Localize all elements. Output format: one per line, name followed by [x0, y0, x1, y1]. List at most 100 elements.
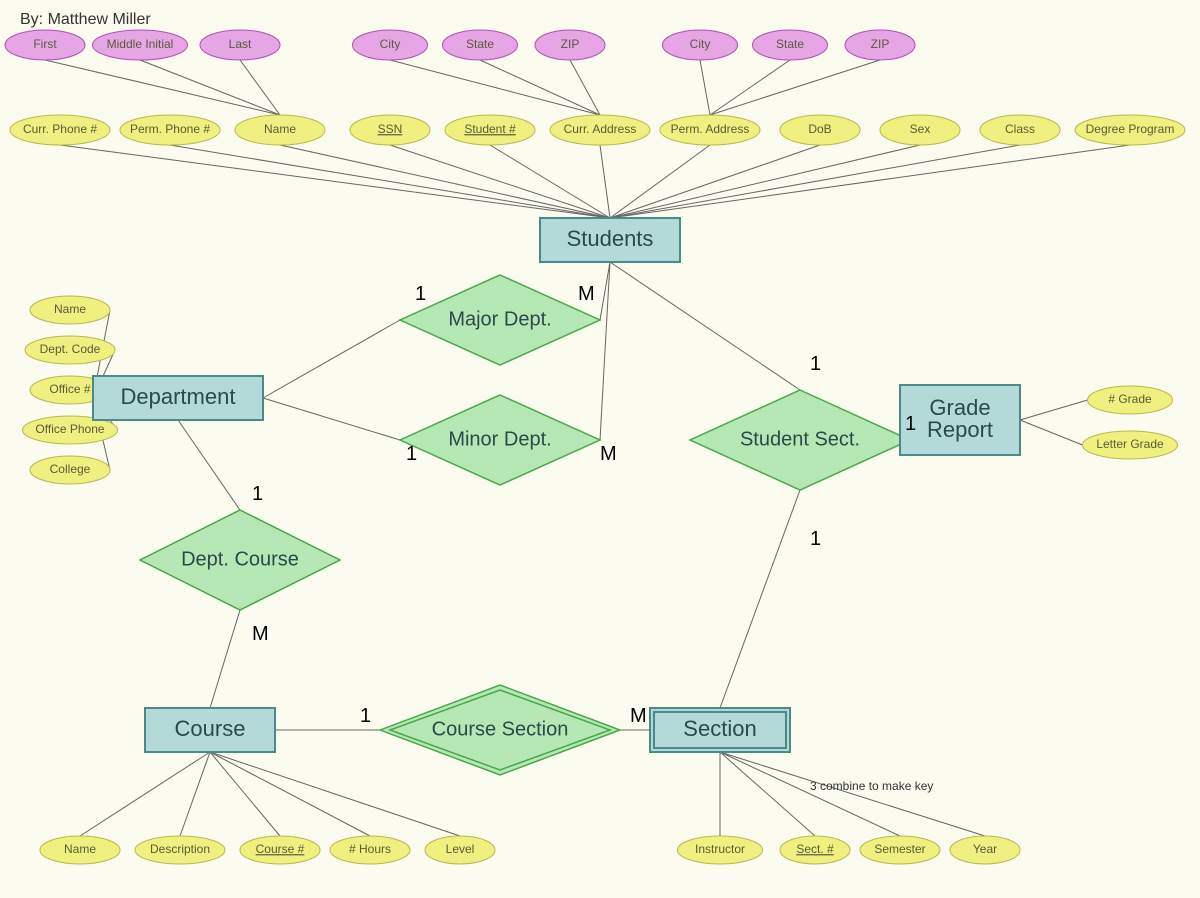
svg-text:ZIP: ZIP: [561, 37, 580, 51]
svg-text:Semester: Semester: [874, 842, 925, 856]
svg-text:State: State: [776, 37, 804, 51]
subattr-p_city: City: [663, 30, 738, 60]
rel-deptcourse: Dept. Course: [140, 510, 340, 610]
attr-d_code: Dept. Code: [25, 336, 115, 364]
svg-text:Student #: Student #: [464, 122, 516, 136]
attr-c_desc: Description: [135, 836, 225, 864]
attr-degree: Degree Program: [1075, 115, 1185, 145]
attr-c_level: Level: [425, 836, 495, 864]
svg-text:Dept. Course: Dept. Course: [181, 548, 299, 570]
attr-class: Class: [980, 115, 1060, 145]
svg-text:Middle Initial: Middle Initial: [107, 37, 174, 51]
attr-sex: Sex: [880, 115, 960, 145]
attr-c_num: Course #: [240, 836, 320, 864]
attr-dob: DoB: [780, 115, 860, 145]
cardinality-3: M: [600, 443, 617, 465]
svg-text:Section: Section: [683, 716, 756, 741]
svg-text:Description: Description: [150, 842, 210, 856]
attr-perm_addr: Perm. Address: [660, 115, 760, 145]
svg-text:Name: Name: [54, 302, 86, 316]
svg-text:Office #: Office #: [49, 382, 90, 396]
cardinality-8: M: [252, 623, 269, 645]
svg-text:College: College: [50, 462, 91, 476]
subattr-c_state: State: [443, 30, 518, 60]
attr-ssn: SSN: [350, 115, 430, 145]
svg-text:Letter Grade: Letter Grade: [1096, 437, 1164, 451]
rel-minor: Minor Dept.: [400, 395, 600, 485]
svg-text:Name: Name: [264, 122, 296, 136]
cardinality-10: M: [630, 705, 647, 727]
svg-text:Major Dept.: Major Dept.: [448, 308, 551, 330]
cardinality-2: 1: [406, 443, 417, 465]
rel-coursesect: Course Section: [380, 685, 620, 775]
svg-text:Office Phone: Office Phone: [35, 422, 104, 436]
attr-c_hours: # Hours: [330, 836, 410, 864]
subattr-mi: Middle Initial: [93, 30, 188, 60]
svg-text:SSN: SSN: [378, 122, 403, 136]
svg-text:Perm. Phone #: Perm. Phone #: [130, 122, 210, 136]
cardinality-5: 1: [905, 413, 916, 435]
subattr-c_zip: ZIP: [535, 30, 605, 60]
svg-text:First: First: [33, 37, 57, 51]
attr-s_instr: Instructor: [678, 836, 763, 864]
entity-department: Department: [93, 376, 263, 420]
svg-text:Instructor: Instructor: [695, 842, 745, 856]
cardinality-1: M: [578, 283, 595, 305]
attr-s_year: Year: [950, 836, 1020, 864]
svg-text:Course Section: Course Section: [432, 718, 569, 740]
cardinality-4: 1: [810, 353, 821, 375]
shapes-layer: By: Matthew Miller First Middle Initial Las…: [5, 11, 1185, 864]
svg-text:ZIP: ZIP: [871, 37, 890, 51]
svg-text:Name: Name: [64, 842, 96, 856]
cardinality-9: 1: [360, 705, 371, 727]
rel-major: Major Dept.: [400, 275, 600, 365]
attr-curr_addr: Curr. Address: [550, 115, 650, 145]
svg-text:Degree Program: Degree Program: [1086, 122, 1175, 136]
svg-text:Student Sect.: Student Sect.: [740, 428, 860, 450]
entity-grade: GradeReport: [900, 385, 1020, 455]
svg-text:# Hours: # Hours: [349, 842, 391, 856]
svg-text:Perm. Address: Perm. Address: [671, 122, 750, 136]
entity-course: Course: [145, 708, 275, 752]
cardinality-0: 1: [415, 283, 426, 305]
attr-g_letter: Letter Grade: [1083, 431, 1178, 459]
attr-s_sect: Sect. #: [780, 836, 850, 864]
svg-text:Sect. #: Sect. #: [796, 842, 834, 856]
section-key-note: 3 combine to make key: [810, 779, 933, 793]
svg-text:City: City: [380, 37, 401, 51]
attr-d_college: College: [30, 456, 110, 484]
cardinality-6: 1: [810, 528, 821, 550]
subattr-first: First: [5, 30, 85, 60]
svg-text:Year: Year: [973, 842, 997, 856]
svg-text:# Grade: # Grade: [1108, 392, 1152, 406]
entity-section: Section: [650, 708, 790, 752]
svg-text:Level: Level: [446, 842, 475, 856]
attr-d_name: Name: [30, 296, 110, 324]
cardinality-7: 1: [252, 483, 263, 505]
svg-text:DoB: DoB: [808, 122, 831, 136]
attr-name: Name: [235, 115, 325, 145]
svg-text:City: City: [690, 37, 711, 51]
attr-s_sem: Semester: [860, 836, 940, 864]
attr-g_num: # Grade: [1088, 386, 1173, 414]
svg-text:Class: Class: [1005, 122, 1035, 136]
attr-c_name: Name: [40, 836, 120, 864]
svg-text:Department: Department: [121, 384, 236, 409]
svg-text:State: State: [466, 37, 494, 51]
subattr-c_city: City: [353, 30, 428, 60]
subattr-p_zip: ZIP: [845, 30, 915, 60]
byline: By: Matthew Miller: [20, 11, 151, 28]
attr-perm_phone: Perm. Phone #: [120, 115, 220, 145]
attr-student_no: Student #: [445, 115, 535, 145]
svg-text:Last: Last: [229, 37, 252, 51]
svg-text:Minor Dept.: Minor Dept.: [448, 428, 551, 450]
subattr-p_state: State: [753, 30, 828, 60]
svg-text:Course: Course: [175, 716, 246, 741]
attr-curr_phone: Curr. Phone #: [10, 115, 110, 145]
svg-text:Sex: Sex: [910, 122, 931, 136]
er-diagram: By: Matthew Miller First Middle Initial Las…: [0, 0, 1200, 898]
svg-text:Curr. Address: Curr. Address: [564, 122, 637, 136]
svg-text:Students: Students: [567, 226, 654, 251]
svg-text:Curr. Phone #: Curr. Phone #: [23, 122, 97, 136]
entity-students: Students: [540, 218, 680, 262]
